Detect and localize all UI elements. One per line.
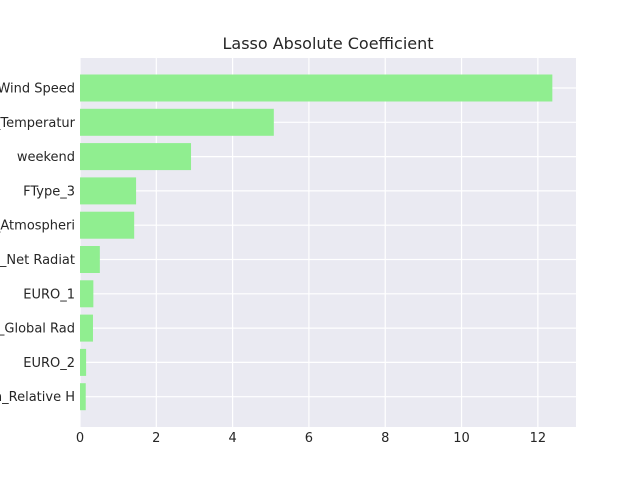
y-tick-label: FType_3 bbox=[23, 184, 75, 199]
y-tick-label: EURO_2 bbox=[23, 356, 75, 371]
bar bbox=[80, 314, 93, 342]
bar bbox=[80, 177, 137, 205]
bar bbox=[80, 74, 553, 102]
bar bbox=[80, 143, 192, 171]
bar bbox=[80, 280, 94, 308]
bar bbox=[80, 246, 100, 273]
x-tick-label: 6 bbox=[305, 431, 313, 446]
chart-title: Lasso Absolute Coefficient bbox=[222, 34, 433, 53]
x-tick-labels: 0 2 4 6 8 10 12 bbox=[76, 431, 546, 446]
bar bbox=[80, 108, 274, 136]
y-tick-label: _Temperatur bbox=[0, 116, 76, 131]
y-tick-label: weekend bbox=[17, 150, 75, 165]
y-tick-label: Wind Speed bbox=[0, 82, 75, 97]
bar bbox=[80, 348, 87, 376]
y-tick-label: _Global Rad bbox=[0, 322, 75, 337]
bars bbox=[80, 74, 553, 411]
x-tick-label: 2 bbox=[152, 431, 160, 446]
y-tick-label: n_Net Radiat bbox=[0, 253, 75, 268]
x-tick-label: 0 bbox=[76, 431, 84, 446]
x-tick-label: 4 bbox=[228, 431, 236, 446]
y-tick-label: EURO_1 bbox=[23, 287, 75, 302]
bar bbox=[80, 383, 86, 411]
bar bbox=[80, 211, 135, 239]
x-tick-label: 8 bbox=[381, 431, 389, 446]
y-tick-label: n_Relative H bbox=[0, 390, 75, 405]
x-tick-label: 12 bbox=[530, 431, 547, 446]
y-tick-label: _Atmospheri bbox=[0, 219, 75, 234]
x-tick-label: 10 bbox=[453, 431, 470, 446]
